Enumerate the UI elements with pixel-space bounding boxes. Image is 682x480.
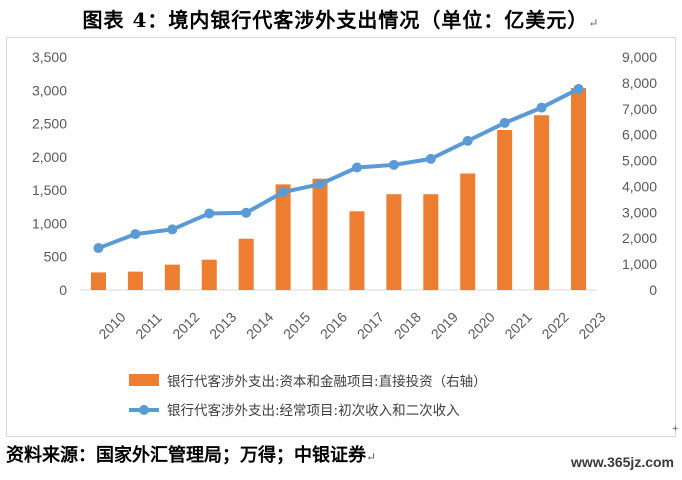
left-axis-tick-label: 3,000 — [32, 82, 67, 98]
left-axis-tick-label: 1,500 — [32, 182, 67, 198]
x-tick-label: 2023 — [575, 309, 608, 342]
source-paragraph-mark: ↵ — [366, 450, 377, 464]
bar — [497, 130, 513, 290]
line-series — [97, 87, 580, 250]
left-axis-tick-label: 1,000 — [32, 215, 67, 231]
line-point — [573, 83, 584, 94]
paragraph-mark: ↵ — [588, 16, 600, 30]
bar — [349, 211, 365, 290]
line-point — [241, 207, 252, 218]
bar — [534, 115, 550, 290]
line-point — [388, 159, 399, 170]
right-axis-tick-label: 4,000 — [622, 178, 657, 194]
right-axis-tick-label: 2,000 — [622, 230, 657, 246]
x-tick-label: 2021 — [501, 309, 534, 342]
legend-swatch-marker — [139, 405, 149, 415]
right-axis-tick-label: 8,000 — [622, 75, 657, 91]
x-tick-label: 2018 — [391, 309, 424, 342]
legend-swatch-bar — [129, 374, 159, 386]
x-tick-label: 2010 — [95, 309, 128, 342]
line-point — [204, 208, 215, 219]
bar — [275, 184, 291, 290]
watermark: www.365jz.com — [571, 454, 674, 470]
x-tick-label: 2019 — [428, 309, 461, 342]
x-tick-label: 2013 — [206, 309, 239, 342]
line-point — [130, 229, 141, 240]
chart-title: 图表 4：境内银行代客涉外支出情况（单位：亿美元）↵ — [0, 4, 682, 33]
x-tick-label: 2017 — [354, 309, 387, 342]
line-point — [425, 153, 436, 164]
line-point — [167, 224, 178, 235]
bar — [460, 173, 476, 290]
right-axis-tick-label: 5,000 — [622, 153, 657, 169]
chart-frame — [6, 37, 676, 437]
right-axis-tick-label: 0 — [649, 282, 657, 298]
legend-label-bar: 银行代客涉外支出:资本和金融项目:直接投资（右轴） — [167, 373, 487, 390]
line-point — [462, 135, 473, 146]
x-tick-label: 2022 — [538, 309, 571, 342]
source-text: 资料来源：国家外汇管理局；万得；中银证券 — [6, 445, 366, 466]
x-tick-label: 2020 — [465, 309, 498, 342]
chart-title-text: 图表 4：境内银行代客涉外支出情况（单位：亿美元） — [82, 8, 589, 32]
right-axis-tick-label: 7,000 — [622, 101, 657, 117]
legend-label-line: 银行代客涉外支出:经常项目:初次收入和二次收入 — [167, 402, 460, 419]
corner-mark: + — [671, 424, 679, 434]
bar — [386, 194, 402, 290]
left-axis-tick-label: 3,500 — [32, 49, 67, 65]
line-point — [93, 243, 104, 254]
x-tick-label: 2012 — [169, 309, 202, 342]
right-axis-tick-label: 1,000 — [622, 256, 657, 272]
left-axis-tick-label: 2,000 — [32, 149, 67, 165]
right-axis-tick-label: 9,000 — [622, 49, 657, 65]
bar — [571, 88, 587, 290]
bar — [127, 271, 143, 290]
line-point — [278, 187, 289, 198]
x-tick-label: 2014 — [243, 309, 276, 342]
left-axis-tick-label: 500 — [44, 249, 68, 265]
line-point — [536, 102, 547, 113]
left-axis-tick-label: 2,500 — [32, 116, 67, 132]
x-tick-label: 2015 — [280, 309, 313, 342]
bar — [164, 264, 180, 290]
line-point — [499, 117, 510, 128]
bar — [423, 194, 439, 290]
right-axis-tick-label: 3,000 — [622, 204, 657, 220]
bar — [90, 272, 106, 290]
left-axis-tick-label: 0 — [59, 282, 67, 298]
source-note: 资料来源：国家外汇管理局；万得；中银证券↵ — [6, 441, 376, 467]
bar — [201, 259, 217, 290]
bar — [312, 178, 328, 290]
x-tick-label: 2011 — [132, 309, 165, 342]
line-point — [315, 179, 326, 190]
line-point — [351, 162, 362, 173]
bar — [238, 238, 254, 290]
x-tick-label: 2016 — [317, 309, 350, 342]
right-axis-tick-label: 6,000 — [622, 127, 657, 143]
